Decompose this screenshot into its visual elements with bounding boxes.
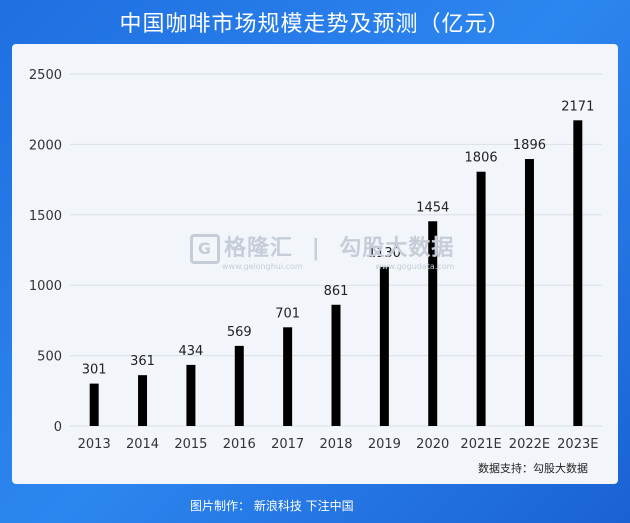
data-label: 1454 bbox=[416, 200, 449, 215]
x-tick-label: 2019 bbox=[368, 437, 401, 452]
y-tick-label: 0 bbox=[54, 420, 62, 435]
bar bbox=[428, 221, 438, 426]
source-note: 数据支持：勾股大数据 bbox=[478, 462, 588, 475]
watermark-url-right: www.gogudata.com bbox=[375, 262, 455, 271]
y-tick-label: 2500 bbox=[29, 68, 62, 83]
data-label: 701 bbox=[275, 306, 300, 321]
bar bbox=[524, 159, 534, 426]
data-label: 301 bbox=[82, 363, 107, 378]
watermark-brand: 格隆汇 bbox=[224, 236, 294, 261]
x-axis-ticks: 2013 2014 2015 2016 2017 2018 2019 2020 2021E 202… bbox=[78, 437, 599, 452]
data-label: 2171 bbox=[561, 99, 594, 114]
bar bbox=[331, 304, 341, 426]
bar bbox=[283, 327, 293, 426]
bar bbox=[379, 266, 389, 426]
x-tick-label: 2018 bbox=[319, 437, 352, 452]
bar bbox=[573, 120, 583, 427]
watermark-partner: 勾股大数据 bbox=[339, 236, 455, 261]
chart-title: 中国咖啡市场规模走势及预测（亿元） bbox=[119, 12, 511, 37]
y-tick-label: 2000 bbox=[29, 138, 62, 153]
bar bbox=[186, 364, 196, 426]
watermark-url-left: www.gelonghui.com bbox=[222, 262, 303, 271]
footer: 图片制作： 新浪科技 下注中国 bbox=[0, 490, 630, 523]
bar bbox=[234, 345, 244, 426]
data-label: 361 bbox=[130, 354, 155, 369]
y-tick-label: 1000 bbox=[29, 279, 62, 294]
watermark: G 格隆汇 | 勾股大数据 www.gelonghui.com www.gogud… bbox=[190, 230, 454, 271]
x-tick-label: 2017 bbox=[271, 437, 304, 452]
x-tick-label: 2020 bbox=[416, 437, 449, 452]
data-label: 1806 bbox=[465, 151, 498, 166]
x-tick-label: 2023E bbox=[557, 437, 598, 452]
bar bbox=[89, 383, 99, 426]
x-tick-label: 2021E bbox=[460, 437, 501, 452]
data-label: 434 bbox=[178, 344, 203, 359]
data-label: 1130 bbox=[368, 246, 401, 261]
x-tick-label: 2022E bbox=[509, 437, 550, 452]
y-tick-label: 1500 bbox=[29, 209, 62, 224]
chart-panel bbox=[12, 44, 618, 484]
data-label: 861 bbox=[324, 284, 349, 299]
data-labels: 301 361 434 569 701 861 1130 1454 1806 1896 2171 bbox=[82, 99, 595, 377]
bars bbox=[89, 120, 583, 427]
bar bbox=[476, 171, 486, 426]
y-tick-label: 500 bbox=[37, 350, 62, 365]
footer-credit: 图片制作： 新浪科技 下注中国 bbox=[190, 499, 354, 513]
bar bbox=[138, 375, 148, 426]
x-tick-label: 2016 bbox=[223, 437, 256, 452]
y-axis-ticks: 0 500 1000 1500 2000 2500 bbox=[29, 68, 62, 435]
x-tick-label: 2014 bbox=[126, 437, 159, 452]
x-tick-label: 2013 bbox=[78, 437, 111, 452]
data-label: 569 bbox=[227, 325, 252, 340]
brand-logo-icon: G bbox=[190, 234, 220, 264]
bar-chart: 0 500 1000 1500 2000 2500 301 361 434 569 701 861 1… bbox=[29, 68, 602, 452]
watermark-divider: | bbox=[311, 236, 321, 261]
x-tick-label: 2015 bbox=[174, 437, 207, 452]
data-label: 1896 bbox=[513, 138, 546, 153]
